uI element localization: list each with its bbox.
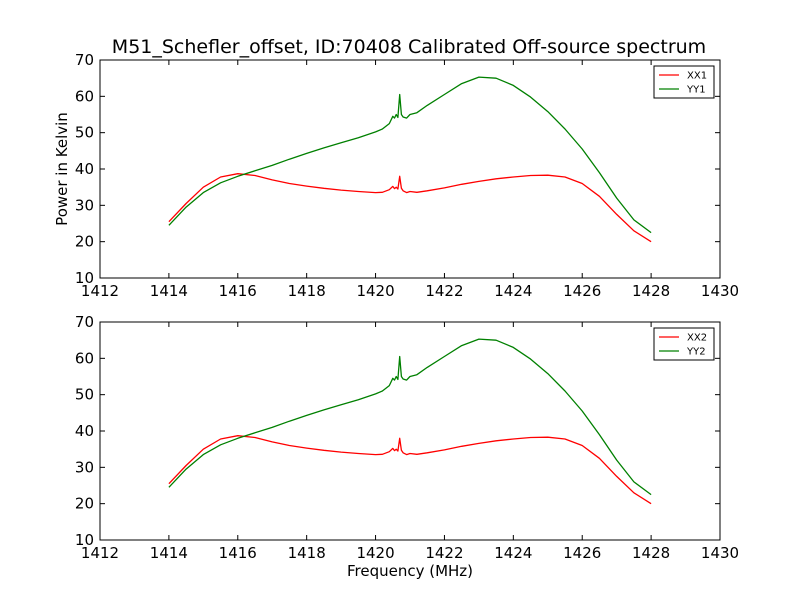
plot-panel-1: 1412 1414 1416 1418 1420 1422 1424 1426 1428 1430… <box>53 51 739 300</box>
y-tick-label: 70 <box>75 313 94 331</box>
y-tick-label: 40 <box>75 160 94 178</box>
y-tick-label: 10 <box>75 531 94 549</box>
chart-panels: 1412 1414 1416 1418 1420 1422 1424 1426 1428 1430… <box>53 51 739 580</box>
x-tick-label: 1414 <box>150 282 188 300</box>
x-tick-label: 1428 <box>632 544 670 562</box>
series-line-yy2 <box>168 338 652 496</box>
y-tick-label: 50 <box>75 386 94 404</box>
x-tick-label: 1426 <box>563 544 601 562</box>
legend-label-xx1: XX1 <box>687 71 707 82</box>
x-tick-label: 1418 <box>288 282 326 300</box>
x-tick-label: 1416 <box>219 282 257 300</box>
y-tick-label: 20 <box>75 495 94 513</box>
plot-panel-2: 1412 1414 1416 1418 1420 1422 1424 1426 1428 1430… <box>75 313 739 580</box>
x-tick-label: 1420 <box>356 544 394 562</box>
y-tick-label: 40 <box>75 422 94 440</box>
series-line-yy1 <box>168 76 652 234</box>
y-axis-label: Power in Kelvin <box>53 112 71 226</box>
y-tick-label: 70 <box>75 51 94 69</box>
x-tick-label: 1424 <box>494 282 532 300</box>
legend-box <box>653 65 715 99</box>
legend-box <box>653 327 715 361</box>
y-tick-label: 50 <box>75 124 94 142</box>
x-tick-label: 1430 <box>701 282 739 300</box>
legend-label-yy1: YY1 <box>686 85 706 96</box>
y-tick-label: 10 <box>75 269 94 287</box>
x-tick-label: 1412 <box>81 544 119 562</box>
legend-label-xx2: XX2 <box>687 333 707 344</box>
y-tick-label: 30 <box>75 458 94 476</box>
y-tick-label: 60 <box>75 87 94 105</box>
x-tick-label: 1424 <box>494 544 532 562</box>
x-tick-label: 1418 <box>288 544 326 562</box>
x-tick-label: 1422 <box>425 282 463 300</box>
y-tick-label: 20 <box>75 233 94 251</box>
x-tick-label: 1414 <box>150 544 188 562</box>
legend-label-yy2: YY2 <box>686 347 706 358</box>
series-line-xx1 <box>168 173 652 243</box>
x-tick-label: 1428 <box>632 282 670 300</box>
y-tick-label: 30 <box>75 196 94 214</box>
figure-title: M51_Schefler_offset, ID:70408 Calibrated… <box>112 36 706 58</box>
x-tick-label: 1422 <box>425 544 463 562</box>
x-tick-label: 1426 <box>563 282 601 300</box>
series-line-xx2 <box>168 435 652 505</box>
x-tick-label: 1412 <box>81 282 119 300</box>
x-tick-label: 1416 <box>219 544 257 562</box>
x-axis-label: Frequency (MHz) <box>347 562 473 580</box>
x-tick-label: 1430 <box>701 544 739 562</box>
y-tick-label: 60 <box>75 349 94 367</box>
x-tick-label: 1420 <box>356 282 394 300</box>
